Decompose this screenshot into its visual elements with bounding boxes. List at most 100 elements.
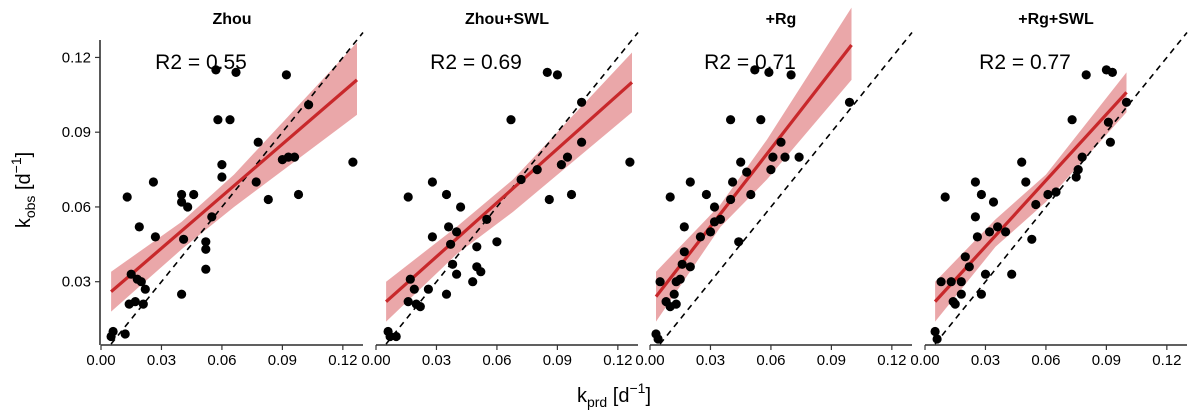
data-point (844, 97, 855, 107)
data-point (562, 152, 573, 162)
data-point (1001, 227, 1011, 237)
data-point (211, 65, 221, 75)
data-point (679, 222, 689, 232)
data-point (201, 264, 211, 274)
data-point (138, 299, 148, 309)
data-point (542, 67, 552, 77)
x-tick-label: 0.00 (86, 352, 115, 369)
data-point (950, 299, 960, 309)
data-point (427, 232, 437, 242)
data-point (940, 192, 950, 202)
y-axis-label-unit: [d (13, 173, 35, 195)
data-point (136, 277, 146, 287)
data-point (786, 70, 796, 80)
panel-title: +Rg+SWL (1018, 11, 1094, 28)
x-tick-label: 0.09 (543, 352, 572, 369)
data-point (701, 189, 712, 200)
data-point (177, 289, 187, 299)
y-axis-label-main: k (13, 217, 35, 228)
data-point (577, 97, 587, 107)
data-point (140, 284, 150, 294)
data-point (189, 189, 199, 200)
x-axis-label-sub: prd (587, 394, 607, 410)
data-point (253, 137, 263, 147)
data-point (976, 289, 987, 299)
data-point (304, 100, 314, 110)
data-point (1081, 70, 1091, 80)
data-point (1103, 117, 1113, 127)
data-point (150, 232, 160, 242)
data-point (1031, 199, 1041, 210)
x-axis-label-close: ] (645, 385, 651, 407)
y-axis-label: kobs [d−1] (8, 152, 38, 228)
data-point (134, 222, 144, 232)
panel-title: +Rg (766, 11, 797, 28)
data-point (281, 70, 291, 80)
data-point (956, 289, 966, 299)
data-point (409, 284, 419, 294)
data-point (1021, 177, 1031, 187)
data-point (768, 152, 778, 162)
y-axis-label-sup: −1 (8, 157, 24, 173)
data-point (932, 334, 942, 344)
data-point (444, 222, 454, 232)
data-point (179, 234, 189, 244)
data-point (742, 167, 752, 177)
data-point (1043, 189, 1053, 200)
data-point (930, 326, 940, 337)
panel-1: Zhou R2 = 0.55 0.00 0.03 0.06 0.09 0.12 0.03 0.0… (62, 11, 364, 369)
data-point (482, 214, 492, 224)
data-point (177, 189, 187, 200)
y-tick-label: 0.03 (62, 274, 91, 291)
data-point (201, 237, 211, 247)
data-point (1105, 137, 1115, 147)
data-point (709, 202, 720, 212)
data-point (427, 177, 437, 187)
data-point (415, 302, 425, 312)
data-point (1007, 269, 1017, 279)
r2-annotation: R2 = 0.71 (704, 51, 796, 74)
confidence-ribbon (386, 52, 632, 322)
panel-title: Zhou (212, 11, 251, 28)
data-point (403, 297, 413, 307)
x-tick-label: 0.12 (877, 352, 906, 369)
data-point (556, 160, 567, 170)
fit-line (110, 78, 358, 293)
data-point (348, 157, 358, 167)
data-point (780, 152, 790, 162)
data-point (289, 152, 300, 162)
x-tick-label: 0.06 (1031, 352, 1060, 369)
x-tick-label: 0.12 (328, 352, 357, 369)
data-point (452, 227, 462, 237)
data-point (1051, 187, 1061, 197)
data-point (972, 232, 983, 242)
reference-line (934, 32, 1188, 345)
data-point (970, 177, 981, 187)
data-point (988, 197, 999, 207)
x-tick-label: 0.06 (482, 352, 511, 369)
data-point (625, 157, 635, 167)
data-point (263, 194, 273, 205)
x-tick-label: 0.06 (207, 352, 236, 369)
data-point (391, 331, 401, 342)
data-point (964, 262, 974, 272)
data-point (441, 289, 452, 299)
x-tick-label: 0.03 (147, 352, 176, 369)
data-point (183, 202, 193, 212)
panels: Zhou R2 = 0.55 0.00 0.03 0.06 0.09 0.12 0.03 0.0… (62, 7, 1188, 369)
data-point (225, 115, 235, 125)
r2-annotation: R2 = 0.69 (430, 51, 522, 74)
data-point (452, 269, 462, 279)
data-point (532, 165, 542, 175)
fit-line (933, 91, 1128, 303)
x-tick-label: 0.00 (635, 352, 664, 369)
data-point (108, 326, 118, 337)
data-point (423, 284, 433, 294)
y-tick-label: 0.12 (62, 49, 91, 66)
data-point (695, 232, 706, 242)
fit-line (654, 44, 853, 298)
y-axis-label-sub: obs (22, 196, 38, 219)
data-point (120, 329, 130, 339)
data-point (736, 157, 746, 167)
